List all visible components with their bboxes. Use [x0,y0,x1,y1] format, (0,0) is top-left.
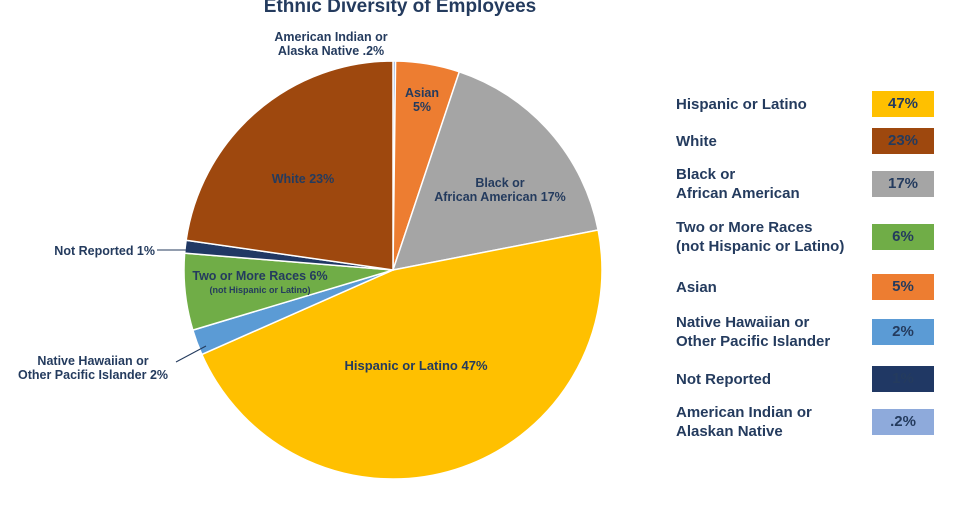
legend-label: Asian [676,278,717,296]
legend-label: Native Hawaiian or Other Pacific Islander [676,314,831,350]
pie-slice-hispanic-or-latino [200,229,603,480]
legend-row-white: White 23% [676,121,938,161]
slice-label-aian: American Indian or Alaska Native .2% [274,30,387,58]
legend-row-american-indian-or-alaskan-native: American Indian or Alaskan Native .2% [676,402,938,442]
pie-slice-black-or-african-american [391,70,600,271]
legend-swatch-value: 5% [872,274,934,300]
legend-swatch-value: 1% [872,366,934,392]
legend-swatch-value: 2% [872,319,934,345]
legend-label: Not Reported [676,370,771,388]
nhpi-leader-line [175,345,207,363]
legend-swatch-value: 23% [872,128,934,154]
chart-title: Ethnic Diversity of Employees [263,0,537,17]
pie-slice-white [185,60,394,271]
slice-label-hispanic: Hispanic or Latino 47% [344,358,487,373]
legend-row-hispanic-or-latino: Hispanic or Latino 47% [676,84,938,124]
legend-label: White [676,132,717,150]
legend-row-native-hawaiian-or-other-pacific-islander: Native Hawaiian or Other Pacific Islander… [676,312,938,352]
legend-row-asian: Asian 5% [676,267,938,307]
slice-label-two: Two or More Races 6% (not Hispanic or Lat… [192,269,327,295]
legend-swatch-value: 17% [872,171,934,197]
slice-label-nhpi: Native Hawaiian or Other Pacific Islander… [18,354,168,382]
slice-label-white: White 23% [272,172,335,186]
legend-row-two-or-more-races-not-hispanic-or-latino: Two or More Races (not Hispanic or Latino… [676,217,938,257]
legend-label: Hispanic or Latino [676,95,807,113]
slice-label-asian: Asian 5% [405,86,439,114]
slice-label-notreported: Not Reported 1% [54,244,155,258]
legend-swatch-value: .2% [872,409,934,435]
legend-swatch-value: 47% [872,91,934,117]
slice-label-black: Black or African American 17% [434,176,566,204]
legend-label: Black or African American [676,166,800,202]
legend-label: Two or More Races (not Hispanic or Latino… [676,219,845,255]
legend-label: American Indian or Alaskan Native [676,404,812,440]
legend-row-black-or-african-american: Black or African American 17% [676,164,938,204]
legend-swatch-value: 6% [872,224,934,250]
legend-row-not-reported: Not Reported 1% [676,359,938,399]
